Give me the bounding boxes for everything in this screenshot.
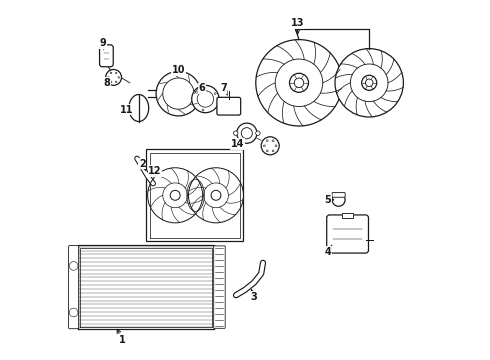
Circle shape (197, 91, 214, 107)
Circle shape (241, 128, 252, 139)
Circle shape (261, 137, 279, 155)
Circle shape (156, 71, 201, 116)
Circle shape (234, 131, 238, 135)
Ellipse shape (187, 179, 204, 211)
Circle shape (163, 78, 194, 109)
Circle shape (115, 72, 117, 74)
Text: 1: 1 (117, 329, 126, 345)
Circle shape (256, 40, 342, 126)
Circle shape (335, 49, 403, 117)
FancyBboxPatch shape (217, 97, 241, 115)
FancyBboxPatch shape (332, 193, 345, 197)
Circle shape (290, 73, 309, 92)
Circle shape (267, 150, 268, 152)
Circle shape (272, 140, 274, 141)
Circle shape (69, 262, 78, 270)
FancyBboxPatch shape (214, 246, 225, 328)
Circle shape (362, 75, 377, 90)
Text: 3: 3 (250, 290, 257, 302)
Text: 14: 14 (231, 138, 245, 149)
Circle shape (118, 77, 120, 78)
Circle shape (196, 91, 197, 93)
FancyBboxPatch shape (146, 149, 243, 241)
Text: 5: 5 (324, 195, 334, 205)
Circle shape (294, 78, 304, 87)
Circle shape (350, 64, 388, 102)
FancyBboxPatch shape (327, 215, 368, 253)
Circle shape (275, 145, 277, 147)
Circle shape (332, 193, 345, 206)
Circle shape (69, 308, 78, 317)
Circle shape (110, 81, 112, 83)
Circle shape (267, 140, 268, 141)
Circle shape (110, 72, 112, 74)
Circle shape (264, 145, 265, 147)
FancyBboxPatch shape (99, 45, 113, 67)
Circle shape (256, 131, 260, 135)
Circle shape (272, 150, 274, 152)
Circle shape (192, 85, 219, 113)
Circle shape (115, 81, 117, 83)
Text: 13: 13 (291, 18, 304, 34)
Text: 9: 9 (99, 38, 106, 49)
FancyBboxPatch shape (69, 246, 79, 329)
Circle shape (108, 77, 109, 78)
Circle shape (237, 123, 257, 143)
Text: 7: 7 (220, 83, 227, 95)
Text: 11: 11 (120, 105, 133, 115)
Circle shape (275, 59, 323, 107)
Text: 4: 4 (324, 245, 332, 257)
Text: 12: 12 (148, 166, 162, 176)
Text: 6: 6 (198, 83, 205, 93)
Text: 2: 2 (139, 159, 146, 171)
Ellipse shape (129, 94, 148, 122)
Circle shape (106, 69, 122, 85)
Circle shape (202, 109, 204, 111)
Circle shape (214, 93, 216, 95)
Circle shape (366, 79, 373, 86)
Text: 10: 10 (172, 65, 185, 75)
Bar (342, 213, 353, 218)
Text: 8: 8 (103, 78, 110, 88)
